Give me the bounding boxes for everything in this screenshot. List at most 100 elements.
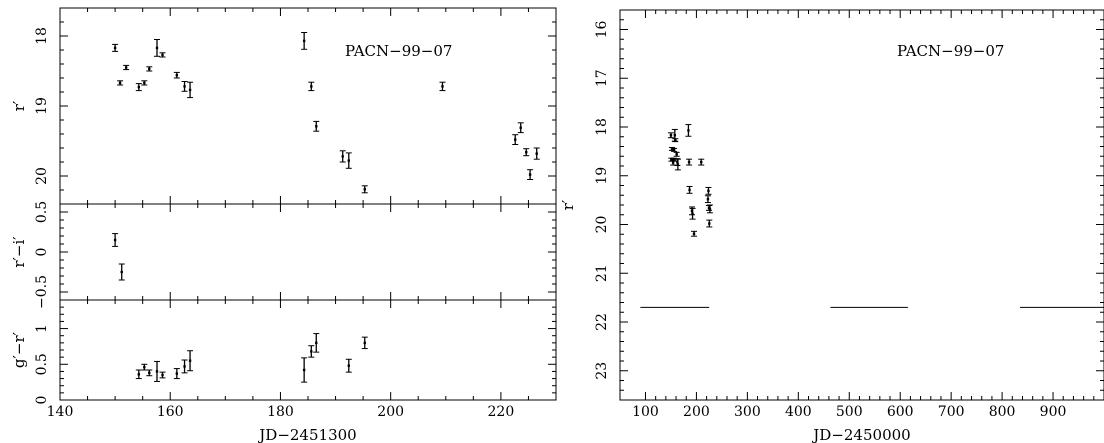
point-marker — [143, 81, 146, 85]
y-axis-label: r′ — [559, 199, 577, 210]
y-tick-label: 0 — [34, 396, 50, 405]
data-point — [135, 83, 142, 92]
plot-frame — [59, 203, 557, 301]
point-marker — [672, 148, 676, 152]
x-axis-label: JD−2450000 — [811, 426, 910, 443]
data-point — [146, 66, 153, 72]
data-point — [339, 150, 346, 163]
y-tick-label: 19 — [34, 97, 50, 115]
x-tick-label: 180 — [267, 404, 294, 420]
point-marker — [143, 365, 146, 369]
data-point — [159, 371, 166, 379]
point-marker — [441, 85, 444, 88]
data-point — [173, 368, 180, 380]
data-point — [112, 233, 119, 247]
y-axis-label: r′ — [10, 100, 28, 111]
data-point — [705, 186, 712, 195]
plot-frame — [59, 7, 557, 205]
point-marker — [161, 53, 164, 57]
point-marker — [161, 373, 164, 377]
data-point — [672, 138, 679, 143]
data-point — [173, 71, 180, 79]
y-tick-label: 18 — [34, 27, 50, 45]
data-point — [141, 363, 148, 371]
point-marker — [676, 163, 680, 166]
data-point — [123, 64, 130, 71]
y-axis-label: r′−i′ — [10, 236, 28, 268]
point-marker — [315, 125, 318, 128]
point-marker — [310, 350, 313, 353]
point-marker — [188, 359, 192, 362]
point-marker — [183, 365, 186, 368]
data-point — [512, 134, 519, 145]
point-marker — [691, 212, 694, 215]
point-marker — [688, 188, 691, 192]
point-marker — [514, 138, 517, 141]
point-marker — [363, 341, 366, 345]
data-point — [686, 185, 693, 194]
point-marker — [692, 232, 696, 235]
point-marker — [175, 372, 179, 375]
data-point — [141, 80, 148, 86]
point-marker — [155, 370, 159, 373]
data-point — [112, 43, 119, 52]
data-point — [153, 360, 160, 382]
data-point — [301, 357, 308, 383]
data-point — [361, 185, 368, 194]
point-marker — [137, 373, 141, 376]
data-point — [673, 151, 680, 157]
y-tick-label: 1 — [34, 324, 50, 333]
data-point — [439, 81, 446, 92]
point-marker — [113, 238, 117, 242]
data-point — [301, 32, 308, 50]
data-point — [685, 124, 692, 137]
point-marker — [687, 160, 691, 164]
point-marker — [183, 85, 186, 88]
data-point — [187, 350, 194, 372]
point-marker — [341, 155, 344, 158]
point-marker — [363, 188, 366, 191]
point-marker — [137, 85, 141, 89]
panel-r-light-curve-full: PACN−99−07 r′ JD−2450000 100 200 300 400 500… — [559, 9, 1104, 443]
x-tick-label: 200 — [377, 404, 404, 420]
data-point — [686, 158, 693, 166]
data-point — [181, 81, 188, 92]
point-marker — [706, 197, 710, 201]
data-point — [313, 120, 320, 132]
point-marker — [347, 159, 350, 162]
point-marker — [113, 46, 117, 50]
point-marker — [302, 39, 306, 43]
data-point — [689, 207, 696, 220]
data-point — [159, 52, 166, 58]
data-point — [308, 345, 315, 358]
point-marker — [672, 158, 675, 161]
y-tick-label: 19 — [594, 167, 610, 185]
y-tick-label: 0.5 — [34, 201, 50, 223]
x-tick-label: 500 — [836, 404, 863, 420]
data-point — [345, 152, 352, 169]
y-tick-label: −0.5 — [34, 275, 50, 309]
annotation-label: PACN−99−07 — [897, 42, 1004, 60]
point-marker — [155, 46, 159, 50]
data-point — [706, 219, 713, 228]
data-point — [313, 333, 320, 353]
point-marker — [671, 161, 675, 164]
y-tick-label: 20 — [34, 167, 50, 185]
annotation-label: PACN−99−07 — [345, 42, 452, 60]
point-marker — [148, 67, 151, 71]
x-axis-label: JD−2451300 — [257, 426, 356, 443]
point-marker — [528, 173, 532, 176]
point-marker — [175, 74, 179, 77]
x-tick-label: 200 — [683, 404, 710, 420]
y-tick-label: 23 — [594, 362, 610, 380]
point-marker — [535, 152, 538, 155]
point-marker — [148, 371, 151, 375]
data-point — [345, 358, 352, 373]
data-point — [706, 204, 713, 214]
point-marker — [124, 66, 128, 69]
data-point — [118, 263, 125, 281]
point-marker — [525, 151, 528, 154]
data-point — [533, 147, 540, 160]
x-tick-label: 100 — [632, 404, 659, 420]
